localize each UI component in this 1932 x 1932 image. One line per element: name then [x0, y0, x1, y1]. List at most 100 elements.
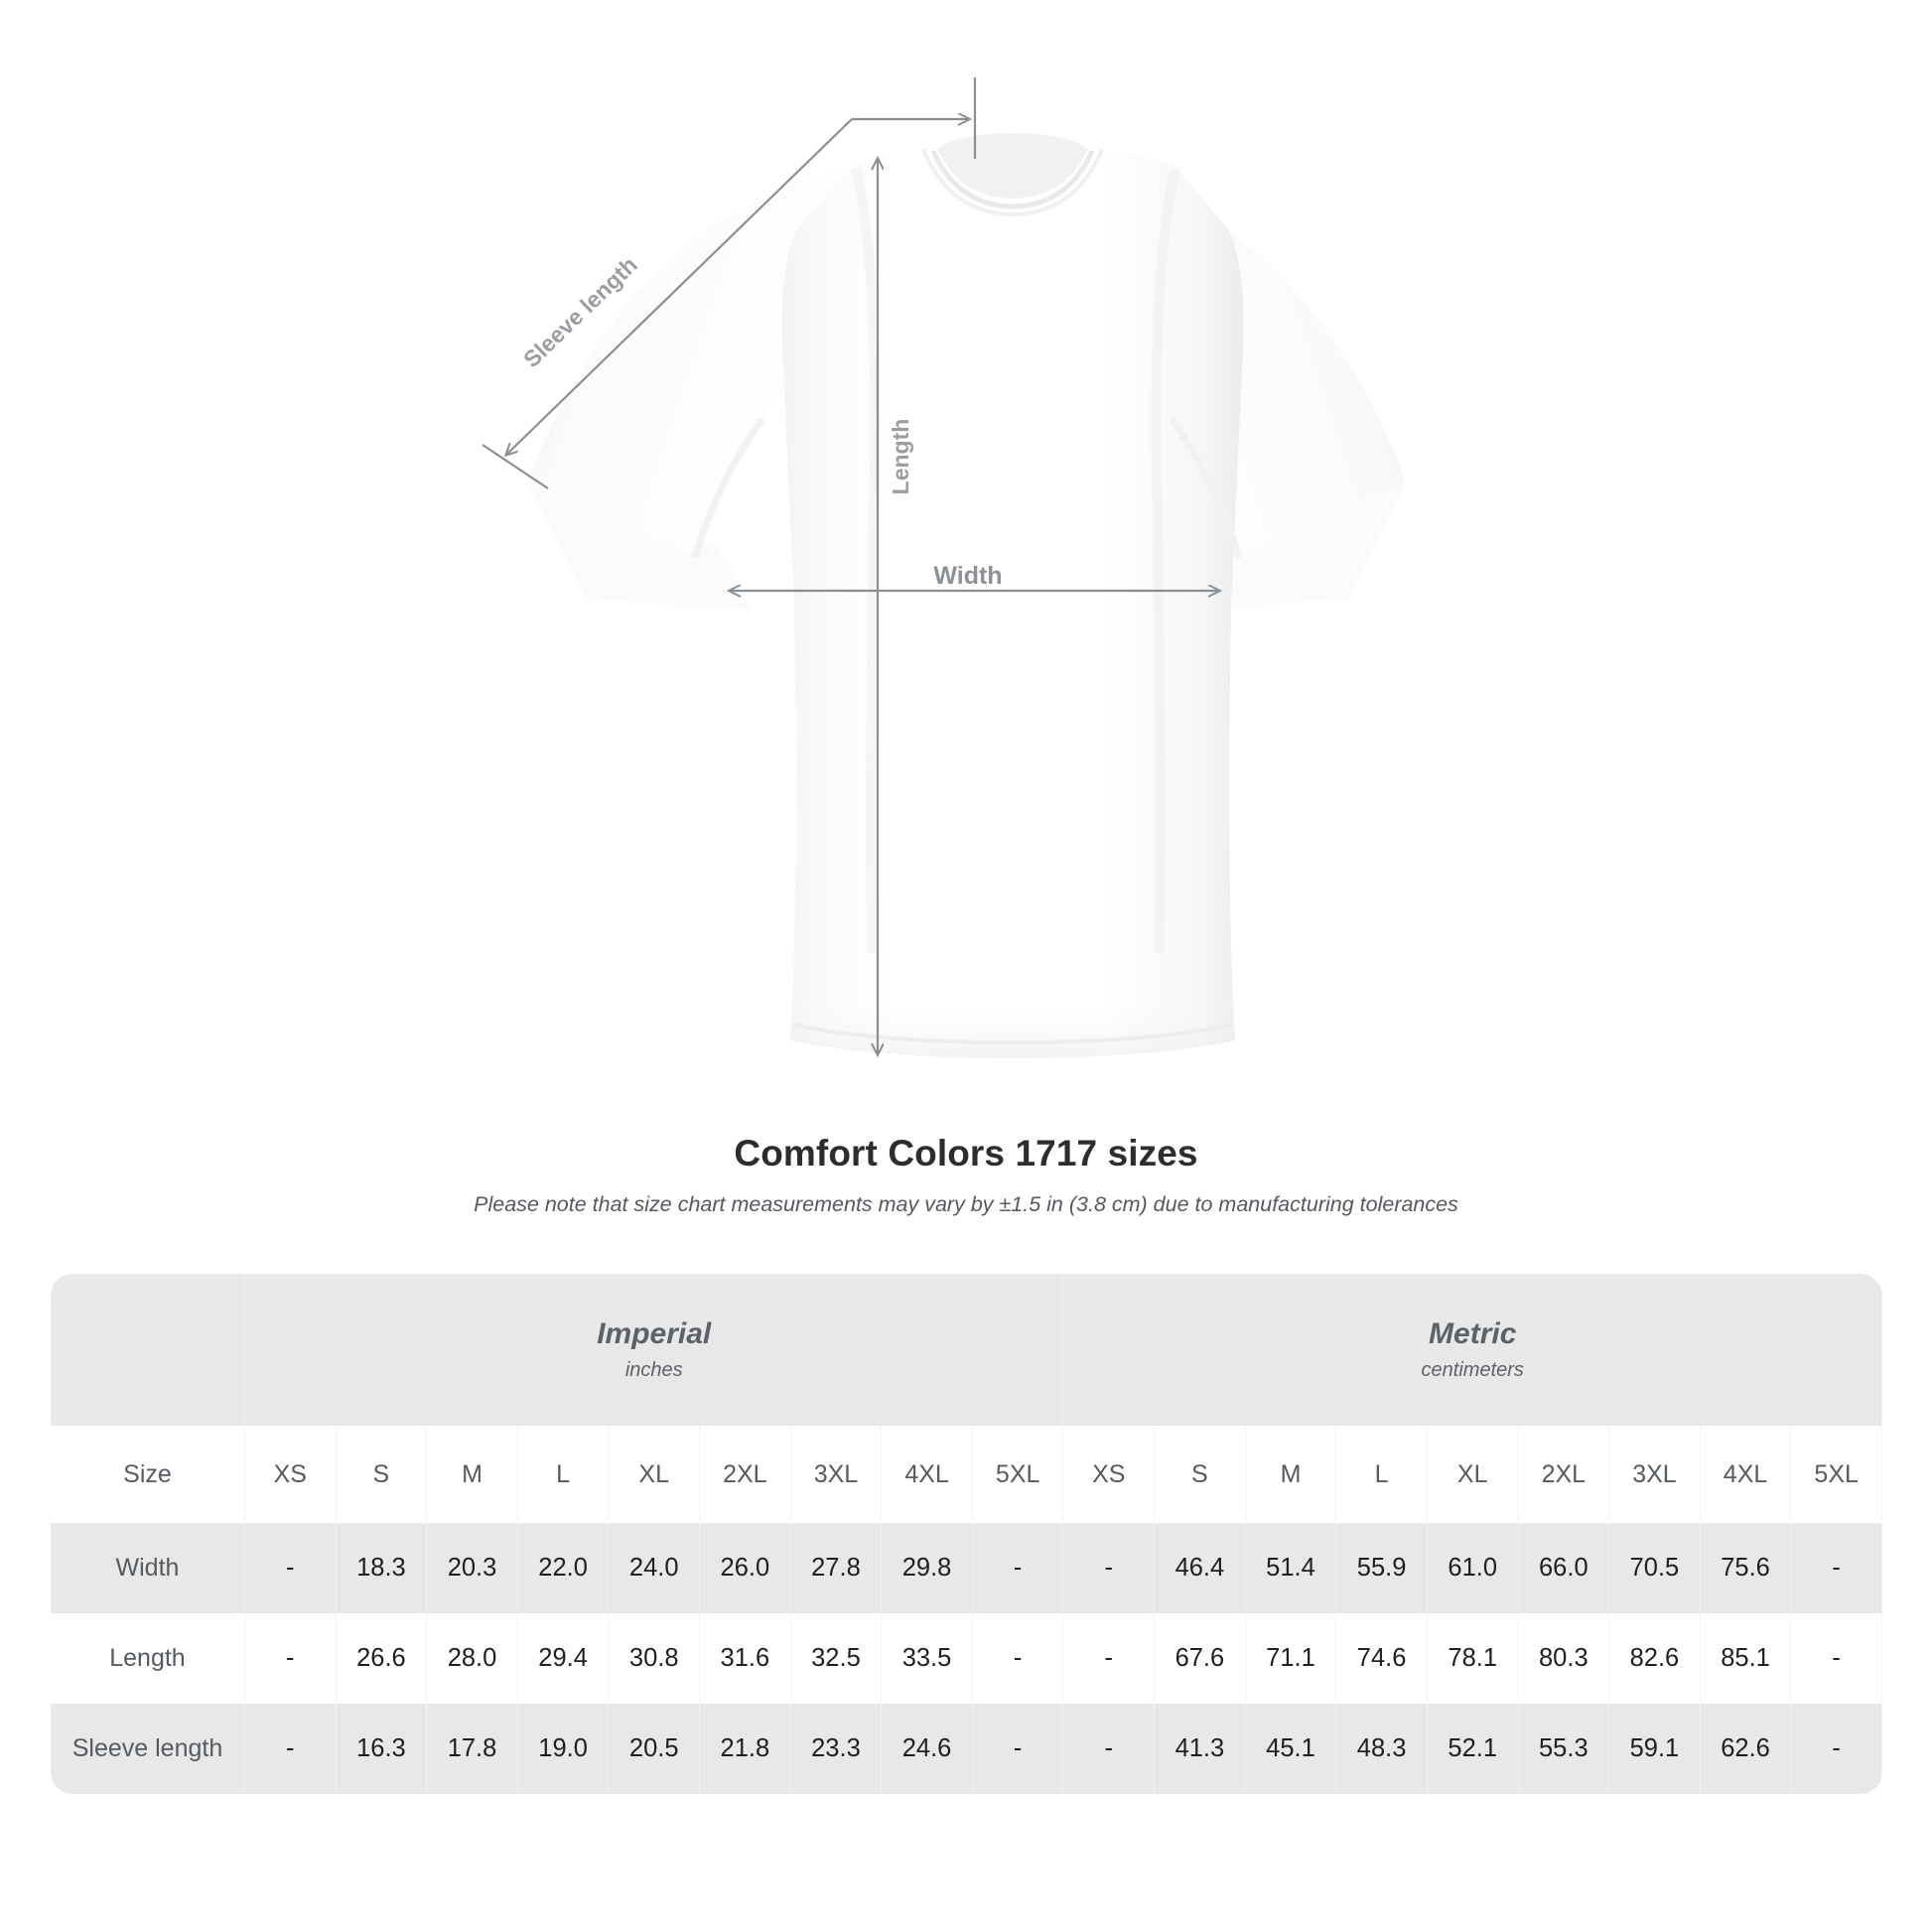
- size-header-metric-s: S: [1154, 1426, 1246, 1523]
- unit-blank-cell: [51, 1274, 245, 1426]
- size-header-imperial-2xl: 2XL: [699, 1426, 791, 1523]
- cell-sleeve-imperial-4xl: 24.6: [881, 1704, 973, 1794]
- size-header-metric-l: L: [1335, 1426, 1428, 1523]
- cell-width-imperial-5xl: -: [972, 1523, 1064, 1613]
- cell-sleeve-metric-5xl: -: [1790, 1704, 1882, 1794]
- row-label-length: Length: [51, 1613, 245, 1704]
- size-header-imperial-xs: XS: [243, 1426, 337, 1523]
- cell-sleeve-imperial-l: 19.0: [517, 1704, 610, 1794]
- cell-width-metric-3xl: 70.5: [1608, 1523, 1701, 1613]
- cell-length-imperial-5xl: -: [972, 1613, 1064, 1704]
- tolerance-note: Please note that size chart measurements…: [474, 1192, 1458, 1217]
- cell-length-metric-s: 67.6: [1154, 1613, 1246, 1704]
- cell-width-imperial-4xl: 29.8: [881, 1523, 973, 1613]
- cell-length-metric-2xl: 80.3: [1518, 1613, 1610, 1704]
- cell-sleeve-metric-xl: 52.1: [1427, 1704, 1519, 1794]
- size-header-metric-xs: XS: [1062, 1426, 1156, 1523]
- size-header-label: Size: [51, 1426, 245, 1523]
- cell-width-metric-l: 55.9: [1335, 1523, 1428, 1613]
- cell-sleeve-metric-4xl: 62.6: [1700, 1704, 1792, 1794]
- cell-width-imperial-s: 18.3: [336, 1523, 428, 1613]
- cell-sleeve-imperial-xl: 20.5: [608, 1704, 701, 1794]
- size-chart-table-wrap: Imperial inches Metric centimeters Size …: [51, 1274, 1882, 1794]
- cell-width-imperial-3xl: 27.8: [790, 1523, 883, 1613]
- size-header-row: Size XS S M L XL 2XL 3XL 4XL 5XL XS S M …: [51, 1426, 1882, 1523]
- cell-width-metric-xl: 61.0: [1427, 1523, 1519, 1613]
- cell-sleeve-imperial-xs: -: [243, 1704, 337, 1794]
- size-header-metric-m: M: [1245, 1426, 1337, 1523]
- cell-length-metric-l: 74.6: [1335, 1613, 1428, 1704]
- cell-width-metric-m: 51.4: [1245, 1523, 1337, 1613]
- cell-width-imperial-xl: 24.0: [608, 1523, 701, 1613]
- cell-sleeve-imperial-2xl: 21.8: [699, 1704, 791, 1794]
- size-header-metric-2xl: 2XL: [1518, 1426, 1610, 1523]
- unit-name-imperial: Imperial: [597, 1316, 712, 1350]
- cell-length-imperial-3xl: 32.5: [790, 1613, 883, 1704]
- cell-sleeve-imperial-3xl: 23.3: [790, 1704, 883, 1794]
- cell-length-imperial-xs: -: [243, 1613, 337, 1704]
- unit-group-metric: Metric centimeters: [1062, 1274, 1882, 1426]
- size-header-imperial-l: L: [517, 1426, 610, 1523]
- size-header-imperial-5xl: 5XL: [972, 1426, 1064, 1523]
- cell-length-imperial-xl: 30.8: [608, 1613, 701, 1704]
- size-header-imperial-3xl: 3XL: [790, 1426, 883, 1523]
- size-header-metric-4xl: 4XL: [1700, 1426, 1792, 1523]
- row-label-sleeve-length: Sleeve length: [51, 1704, 245, 1794]
- size-header-metric-xl: XL: [1427, 1426, 1519, 1523]
- unit-header-row: Imperial inches Metric centimeters: [51, 1274, 1882, 1426]
- cell-sleeve-imperial-m: 17.8: [426, 1704, 518, 1794]
- size-header-metric-5xl: 5XL: [1790, 1426, 1882, 1523]
- tshirt-measurement-illustration: Sleeve length Length Width: [482, 77, 1406, 1058]
- cell-length-imperial-l: 29.4: [517, 1613, 610, 1704]
- cell-length-imperial-m: 28.0: [426, 1613, 518, 1704]
- cell-sleeve-imperial-5xl: -: [972, 1704, 1064, 1794]
- cell-sleeve-metric-2xl: 55.3: [1518, 1704, 1610, 1794]
- row-label-width: Width: [51, 1523, 245, 1613]
- tshirt-graphic: [528, 133, 1406, 1058]
- unit-name-metric: Metric: [1429, 1316, 1517, 1350]
- cell-width-metric-s: 46.4: [1154, 1523, 1246, 1613]
- sleeve-length-line: [506, 118, 853, 455]
- cell-sleeve-metric-m: 45.1: [1245, 1704, 1337, 1794]
- cell-width-metric-xs: -: [1062, 1523, 1156, 1613]
- table-row: Length - 26.6 28.0 29.4 30.8 31.6 32.5 3…: [51, 1613, 1882, 1704]
- cell-length-metric-4xl: 85.1: [1700, 1613, 1792, 1704]
- title-block: Comfort Colors 1717 sizes Please note th…: [0, 1132, 1932, 1219]
- cell-sleeve-metric-3xl: 59.1: [1608, 1704, 1701, 1794]
- cell-width-metric-2xl: 66.0: [1518, 1523, 1610, 1613]
- cell-length-imperial-2xl: 31.6: [699, 1613, 791, 1704]
- unit-group-imperial: Imperial inches: [244, 1274, 1064, 1426]
- cell-length-metric-m: 71.1: [1245, 1613, 1337, 1704]
- width-label: Width: [933, 562, 1002, 590]
- cell-length-imperial-4xl: 33.5: [881, 1613, 973, 1704]
- cell-width-metric-4xl: 75.6: [1700, 1523, 1792, 1613]
- length-label: Length: [888, 419, 913, 495]
- table-row: Sleeve length - 16.3 17.8 19.0 20.5 21.8…: [51, 1704, 1882, 1794]
- unit-sub-imperial: inches: [624, 1359, 683, 1382]
- size-header-metric-3xl: 3XL: [1608, 1426, 1701, 1523]
- cell-width-metric-5xl: -: [1790, 1523, 1882, 1613]
- cell-length-metric-xs: -: [1062, 1613, 1156, 1704]
- sleeve-cuff-tick: [482, 444, 549, 489]
- cell-sleeve-metric-s: 41.3: [1154, 1704, 1246, 1794]
- dimension-lines: [482, 77, 1219, 1054]
- page-title: Comfort Colors 1717 sizes: [734, 1133, 1198, 1173]
- cell-sleeve-metric-xs: -: [1062, 1704, 1156, 1794]
- size-header-imperial-4xl: 4XL: [881, 1426, 973, 1523]
- cell-width-imperial-m: 20.3: [426, 1523, 518, 1613]
- cell-sleeve-metric-l: 48.3: [1335, 1704, 1428, 1794]
- size-chart-table: Imperial inches Metric centimeters Size …: [51, 1274, 1882, 1794]
- cell-width-imperial-l: 22.0: [517, 1523, 610, 1613]
- cell-length-metric-xl: 78.1: [1427, 1613, 1519, 1704]
- cell-length-metric-3xl: 82.6: [1608, 1613, 1701, 1704]
- cell-length-imperial-s: 26.6: [336, 1613, 428, 1704]
- cell-sleeve-imperial-s: 16.3: [336, 1704, 428, 1794]
- size-header-imperial-s: S: [336, 1426, 428, 1523]
- unit-sub-metric: centimeters: [1421, 1359, 1524, 1382]
- cell-length-metric-5xl: -: [1790, 1613, 1882, 1704]
- cell-width-imperial-2xl: 26.0: [699, 1523, 791, 1613]
- cell-width-imperial-xs: -: [243, 1523, 337, 1613]
- size-header-imperial-m: M: [426, 1426, 518, 1523]
- table-row: Width - 18.3 20.3 22.0 24.0 26.0 27.8 29…: [51, 1523, 1882, 1613]
